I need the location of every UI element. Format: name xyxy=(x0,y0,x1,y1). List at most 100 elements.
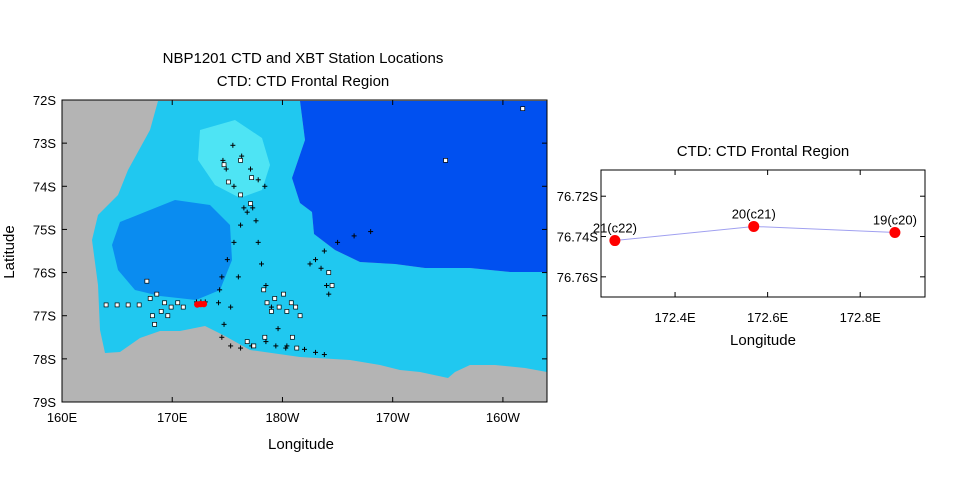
ctd-station-marker xyxy=(269,309,274,314)
xbt-station-marker xyxy=(313,257,319,263)
xbt-station-marker xyxy=(262,183,268,189)
ctd-station-marker xyxy=(150,313,155,319)
ctd-station-marker xyxy=(147,296,153,301)
ctd-station-marker xyxy=(284,309,290,314)
xbt-station-marker xyxy=(219,334,225,340)
y-tick-label: 72S xyxy=(33,93,56,108)
xbt-station-marker xyxy=(247,166,253,172)
map-y-axis-label: Latitude xyxy=(1,225,18,278)
ctd-station-marker xyxy=(520,106,526,111)
ctd-station-marker xyxy=(162,300,167,306)
xbt-station-marker xyxy=(368,229,374,235)
ctd-station-marker xyxy=(221,162,227,168)
xbt-station-marker xyxy=(223,166,229,172)
y-tick-label: 78S xyxy=(33,352,56,367)
ctd-station-marker xyxy=(288,300,294,306)
ctd-station-marker xyxy=(125,302,131,308)
ctd-station-marker xyxy=(144,278,150,284)
inset-station-label: 19(c20) xyxy=(873,212,917,227)
xbt-station-marker xyxy=(255,177,261,183)
xbt-station-marker xyxy=(241,205,247,211)
map-frame xyxy=(61,99,548,403)
inset-station-point xyxy=(748,220,760,232)
inset-station-label: 20(c21) xyxy=(732,206,776,221)
ctd-station-marker xyxy=(154,291,160,297)
mid-depth-shading xyxy=(112,200,232,300)
xbt-station-marker xyxy=(268,304,274,310)
xbt-station-marker xyxy=(220,157,226,163)
xbt-station-marker xyxy=(324,283,330,289)
map-title: NBP1201 CTD and XBT Station Locations xyxy=(163,50,444,67)
xbt-station-marker xyxy=(255,239,261,245)
xbt-station-marker xyxy=(217,287,223,293)
ctd-station-marker xyxy=(251,343,257,349)
ctd-station-marker xyxy=(136,302,142,308)
xbt-station-marker xyxy=(275,326,281,332)
y-tick-label: 79S xyxy=(33,395,56,410)
inset-station-label: 21(c22) xyxy=(593,221,637,236)
inset-x-tick-label: 172.8E xyxy=(840,310,882,325)
ctd-station-marker xyxy=(248,201,253,206)
ctd-station-marker xyxy=(443,158,448,163)
xbt-station-marker xyxy=(307,261,313,267)
ctd-station-marker xyxy=(168,304,174,310)
xbt-station-marker xyxy=(221,321,227,327)
xbt-station-marker xyxy=(235,274,241,280)
ctd-station-marker xyxy=(238,158,243,163)
inset-frame xyxy=(600,169,926,298)
xbt-station-marker xyxy=(244,209,250,215)
y-tick-label: 76S xyxy=(33,266,56,281)
xbt-station-marker xyxy=(335,239,341,245)
ctd-station-marker xyxy=(294,345,300,351)
deep-ocean xyxy=(292,101,547,272)
x-tick-label: 170W xyxy=(376,410,411,425)
ctd-station-marker xyxy=(290,334,295,340)
y-tick-label: 77S xyxy=(33,309,56,324)
xbt-station-marker xyxy=(231,183,237,189)
xbt-station-marker xyxy=(321,352,327,358)
ctd-station-marker xyxy=(175,300,181,306)
xbt-station-marker xyxy=(351,233,357,239)
xbt-station-marker xyxy=(230,142,236,148)
xbt-station-marker xyxy=(239,153,245,159)
xbt-station-marker xyxy=(313,349,319,355)
y-tick-label: 73S xyxy=(33,136,56,151)
inset-y-tick-label: 76.76S xyxy=(557,270,599,285)
ctd-station-marker xyxy=(249,175,254,181)
ctd-station-marker xyxy=(226,179,231,185)
xbt-station-marker xyxy=(283,345,289,351)
ctd-station-marker xyxy=(103,302,109,308)
xbt-station-marker xyxy=(321,248,327,254)
ctd-station-marker xyxy=(238,192,243,198)
ctd-station-marker xyxy=(297,313,303,319)
xbt-station-marker xyxy=(259,261,265,267)
ctd-station-marker xyxy=(114,302,120,308)
inset-station-point xyxy=(889,226,901,238)
xbt-station-marker xyxy=(273,343,279,349)
x-tick-label: 170E xyxy=(157,410,188,425)
ctd-station-marker xyxy=(326,270,332,275)
xbt-station-marker xyxy=(228,304,234,310)
xbt-station-marker xyxy=(228,343,234,349)
ctd-station-marker xyxy=(180,304,186,310)
xbt-station-marker xyxy=(238,345,244,351)
ctd-station-marker xyxy=(261,287,267,293)
xbt-station-marker xyxy=(216,300,222,306)
xbt-station-marker xyxy=(253,218,259,224)
xbt-station-marker xyxy=(238,222,244,228)
xbt-station-marker xyxy=(263,339,269,345)
ctd-station-marker xyxy=(281,291,286,297)
xbt-station-marker xyxy=(302,346,307,352)
inset-axes: 172.4E 172.6E 172.8E 76.72S 76.74S 76.76S xyxy=(557,170,925,325)
frontal-region-station xyxy=(200,300,208,308)
inset-x-axis-label: Longitude xyxy=(730,332,796,349)
map-area xyxy=(62,100,547,402)
xbt-station-marker xyxy=(219,274,225,280)
ctd-station-marker xyxy=(293,304,299,310)
xbt-station-marker xyxy=(263,283,269,289)
y-tick-label: 74S xyxy=(33,179,56,194)
map-axes: 160E 170E 180W 170W 160W 72S 73S 74S 75S 76S 77S 78… xyxy=(33,93,547,425)
y-tick-label: 75S xyxy=(33,222,56,237)
inset-x-tick-label: 172.4E xyxy=(654,310,696,325)
